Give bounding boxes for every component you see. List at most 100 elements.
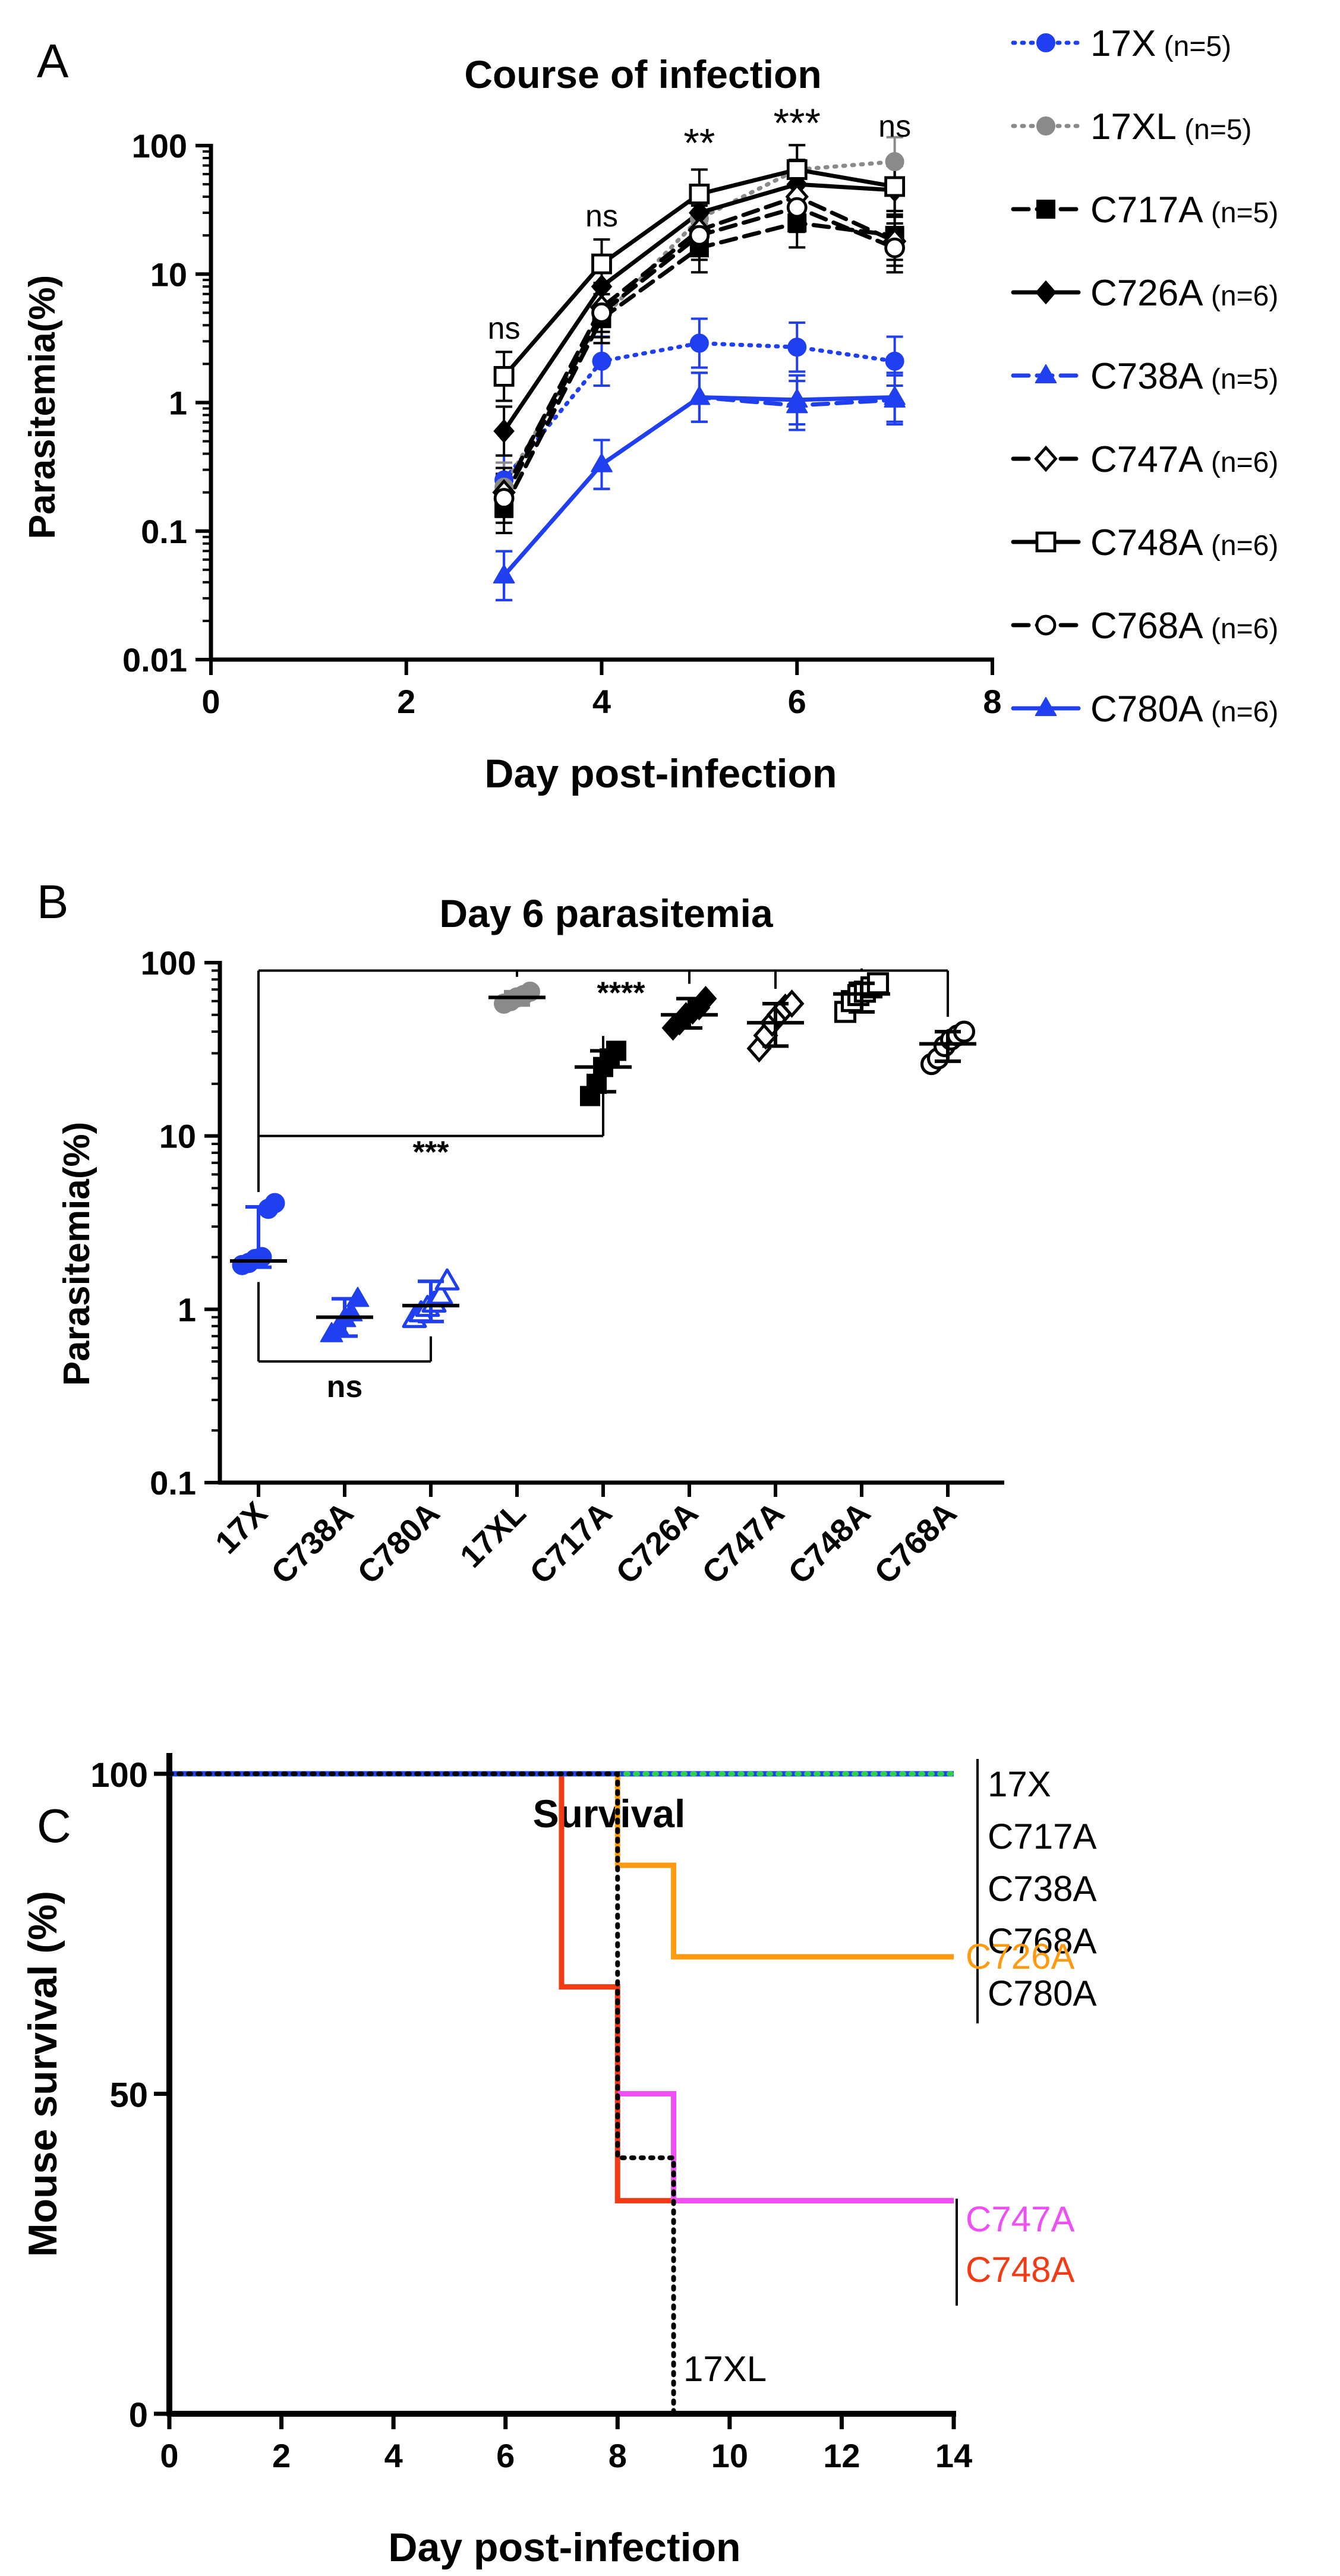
significance-brackets-b: *******ns <box>257 968 949 1404</box>
significance-label: ** <box>683 120 715 165</box>
survival-curve <box>167 1771 676 2416</box>
significance-label: ns <box>878 109 911 144</box>
data-point <box>592 351 611 371</box>
data-point <box>591 453 613 472</box>
chart-title-b: Day 6 parasitemia <box>439 891 774 935</box>
panel-letter-a: A <box>37 34 69 87</box>
data-point <box>884 386 906 405</box>
data-point <box>591 253 612 275</box>
bracket-label: ns <box>327 1370 363 1404</box>
y-axis-label-c: Mouse survival (%) <box>20 1891 65 2257</box>
legend-marker <box>1035 614 1057 636</box>
x-tick-label-b: C717A <box>523 1495 619 1591</box>
x-tick-label-a: 2 <box>397 683 415 720</box>
legend-label: 17XL (n=5) <box>1090 106 1252 147</box>
x-tick-label-c: 12 <box>823 2437 860 2474</box>
data-point <box>885 351 904 371</box>
y-tick-label-b: 100 <box>141 944 196 982</box>
data-point <box>689 333 709 353</box>
x-axis-label-a: Day post-infection <box>484 751 837 796</box>
panel-b: B Day 6 parasitemia Parasitemia(%) 0.1 1 1… <box>37 875 1004 1591</box>
x-tick-label-a: 0 <box>201 683 220 720</box>
curve-label-c726a: C726A <box>966 1937 1074 1976</box>
panel-letter-b: B <box>37 875 68 928</box>
series-line <box>502 395 897 578</box>
legend-label: 17X (n=5) <box>1090 23 1231 64</box>
y-tick-label-a: 100 <box>132 127 187 165</box>
x-tick-label-b: C780A <box>351 1495 446 1591</box>
x-tick-label-b: C768A <box>868 1495 963 1591</box>
panel-a: A Course of infection Day post-infection… <box>22 23 1278 796</box>
chart-title-a: Course of infection <box>464 52 821 96</box>
survival-curves-c <box>167 1771 956 2416</box>
curve-label: C768A <box>988 1921 1096 1961</box>
series-line <box>502 395 897 578</box>
legend-label: C768A (n=6) <box>1090 606 1278 647</box>
x-tick-label-b: C747A <box>695 1495 791 1591</box>
x-tick-label-b: C726A <box>609 1495 705 1591</box>
data-point <box>264 1193 285 1213</box>
data-point <box>694 986 717 1012</box>
y-axis-label-a: Parasitemia(%) <box>22 275 63 540</box>
x-tick-label-a: 8 <box>983 683 1001 720</box>
x-tick-label-a: 4 <box>592 683 611 720</box>
x-tick-label-c: 6 <box>496 2437 515 2474</box>
significance-label: ns <box>585 199 618 234</box>
significance-label: *** <box>774 100 821 146</box>
axes-a: 0.01 0.1 1 10 100 0 2 4 6 8 <box>122 127 1002 720</box>
median-bars-b <box>230 981 976 1338</box>
curve-label: C780A <box>988 1973 1096 2013</box>
legend-marker <box>1035 531 1057 553</box>
data-point <box>884 237 906 258</box>
survival-curve <box>614 1774 954 1960</box>
x-tick-label-c: 2 <box>272 2437 291 2474</box>
legend-marker <box>1035 364 1057 383</box>
series-markers-a <box>492 152 907 584</box>
y-tick-label-c: 50 <box>109 2076 148 2115</box>
panel-c: C Survival Day post-infection Mouse surv… <box>20 1753 1096 2570</box>
curve-label: C717A <box>988 1817 1096 1856</box>
y-tick-label-a: 10 <box>150 256 187 293</box>
data-point <box>885 152 904 172</box>
survival-curve <box>617 2091 954 2203</box>
data-point <box>689 184 710 204</box>
data-point <box>786 159 808 180</box>
panel-letter-c: C <box>37 1799 71 1852</box>
x-tick-label-c: 8 <box>608 2437 627 2474</box>
x-tick-label-c: 0 <box>160 2437 178 2474</box>
data-point <box>434 1268 460 1291</box>
curve-label-c748a: C748A <box>966 2250 1074 2290</box>
significance-label: ns <box>488 311 521 346</box>
legend-a: 17X (n=5) 17XL (n=5) C717A (n=5) C726A (n=6… <box>1011 23 1278 730</box>
x-tick-label-b: C748A <box>781 1495 877 1591</box>
survival-curve <box>169 1771 954 2203</box>
y-tick-label-a: 0.01 <box>122 641 187 679</box>
y-tick-label-b: 0.1 <box>150 1464 196 1502</box>
data-point <box>346 1287 370 1307</box>
data-points-b <box>232 972 976 1342</box>
x-tick-label-b: 17XL <box>453 1495 533 1575</box>
y-tick-label-b: 1 <box>178 1291 196 1328</box>
curve-label: 17X <box>988 1764 1051 1804</box>
curve-label-17xl: 17XL <box>683 2349 767 2389</box>
data-point <box>493 419 515 443</box>
legend-label: C747A (n=6) <box>1090 439 1278 480</box>
axes-c: 0 50 100 0 2 4 6 8 10 12 14 <box>90 1753 972 2474</box>
bracket-label: **** <box>597 976 646 1010</box>
y-tick-label-c: 0 <box>129 2396 148 2435</box>
legend-label: C726A (n=6) <box>1090 273 1278 314</box>
chart-title-c: Survival <box>533 1792 686 1836</box>
x-tick-label-b: C738A <box>264 1495 360 1591</box>
x-axis-label-c: Day post-infection <box>388 2525 740 2570</box>
y-tick-label-a: 0.1 <box>141 513 187 550</box>
data-point <box>689 225 710 246</box>
x-tick-label-a: 6 <box>788 683 806 720</box>
data-point <box>591 302 612 323</box>
legend-marker <box>1036 33 1055 52</box>
legend-label: C780A (n=6) <box>1090 689 1278 730</box>
data-point <box>688 386 711 405</box>
x-tick-label-c: 14 <box>935 2437 972 2474</box>
data-point <box>428 1282 453 1305</box>
